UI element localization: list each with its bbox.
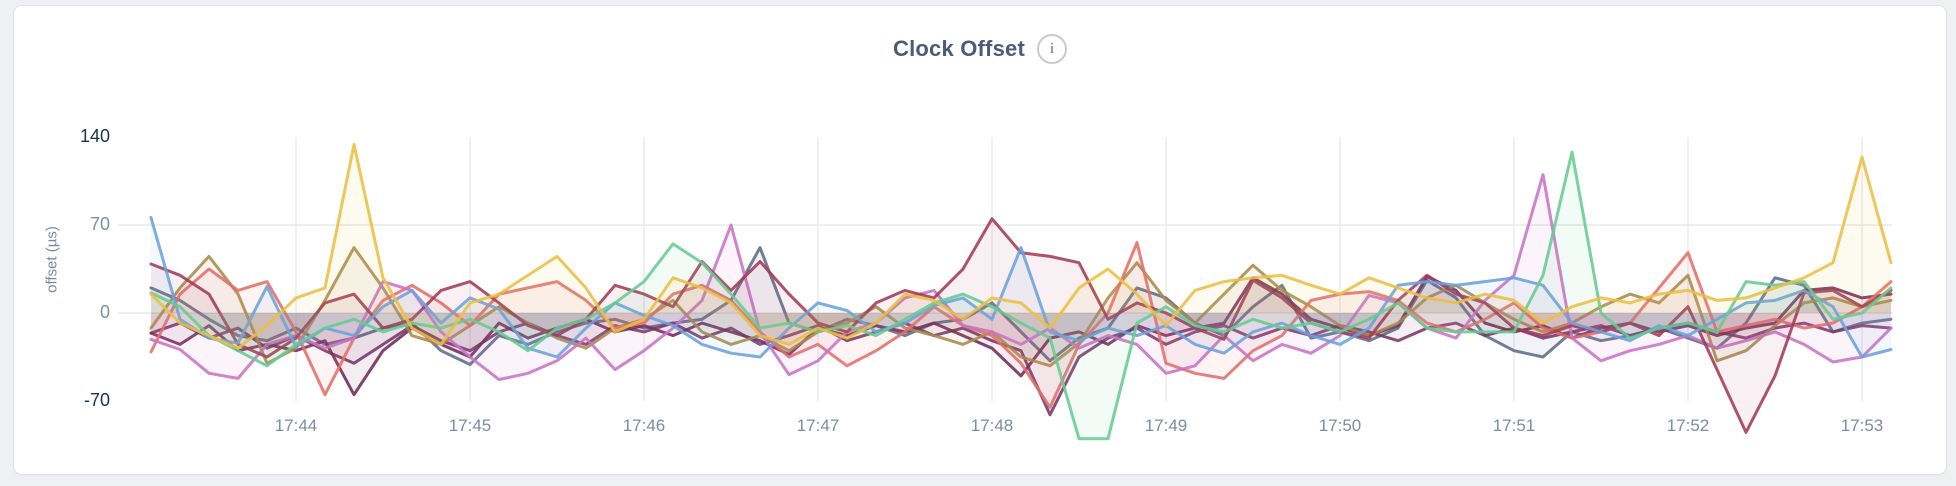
y-tick-label: 140 — [79, 126, 110, 146]
x-tick-label: 17:47 — [796, 416, 840, 435]
info-icon[interactable]: i — [1036, 34, 1067, 64]
x-tick-label: 17:49 — [1144, 416, 1188, 435]
x-tick-label: 17:45 — [448, 416, 492, 435]
x-tick-label: 17:48 — [970, 416, 1014, 435]
x-tick-label: 17:50 — [1318, 416, 1362, 435]
clock-offset-card: Clock Offset i offset (µs) — [13, 5, 1947, 475]
x-tick-label: 17:53 — [1840, 416, 1884, 435]
y-tick-label: -70 — [83, 390, 110, 410]
x-tick-label: 17:52 — [1666, 416, 1710, 435]
chart-header: Clock Offset i — [14, 34, 1946, 64]
chart-title: Clock Offset — [893, 36, 1025, 61]
x-tick-label: 17:51 — [1492, 416, 1536, 435]
y-tick-label: 0 — [99, 302, 110, 322]
y-tick-label: 70 — [89, 214, 110, 234]
x-tick-label: 17:44 — [274, 416, 318, 435]
x-tick-label: 17:46 — [622, 416, 666, 435]
